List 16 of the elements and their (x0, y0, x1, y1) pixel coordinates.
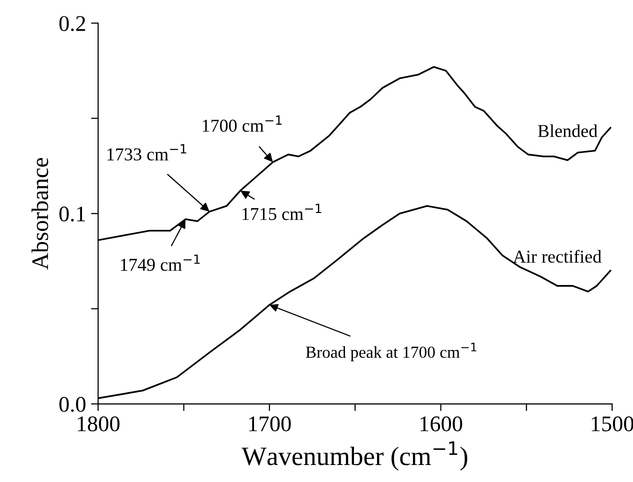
annotation: 1749 cm$^{−1}$ (121, 254, 200, 271)
y-tick-label: 0.0 (59, 396, 86, 412)
series-label: Air rectified (513, 250, 602, 263)
x-axis-title: Wavenumber (cm$^{−1}$) (242, 441, 468, 471)
x-tick-label: 1600 (420, 416, 462, 432)
annotation: 1715 cm$^{−1}$ (242, 204, 322, 220)
x-tick-label: 1800 (78, 416, 120, 432)
y-tick-label: 0.1 (59, 206, 85, 222)
y-tick-label: 0.2 (59, 16, 86, 32)
annotation: Broad peak at 1700 cm$^{−1}$ (306, 342, 476, 362)
annotation: 1733 cm$^{−1}$ (107, 144, 186, 160)
x-tick-label: 1700 (249, 416, 291, 432)
x-tick-label: 1500 (592, 416, 633, 432)
series-label: Blended (538, 124, 598, 138)
annotation: 1700 cm$^{−1}$ (202, 116, 282, 132)
y-axis-title: Absorbance (32, 158, 48, 270)
